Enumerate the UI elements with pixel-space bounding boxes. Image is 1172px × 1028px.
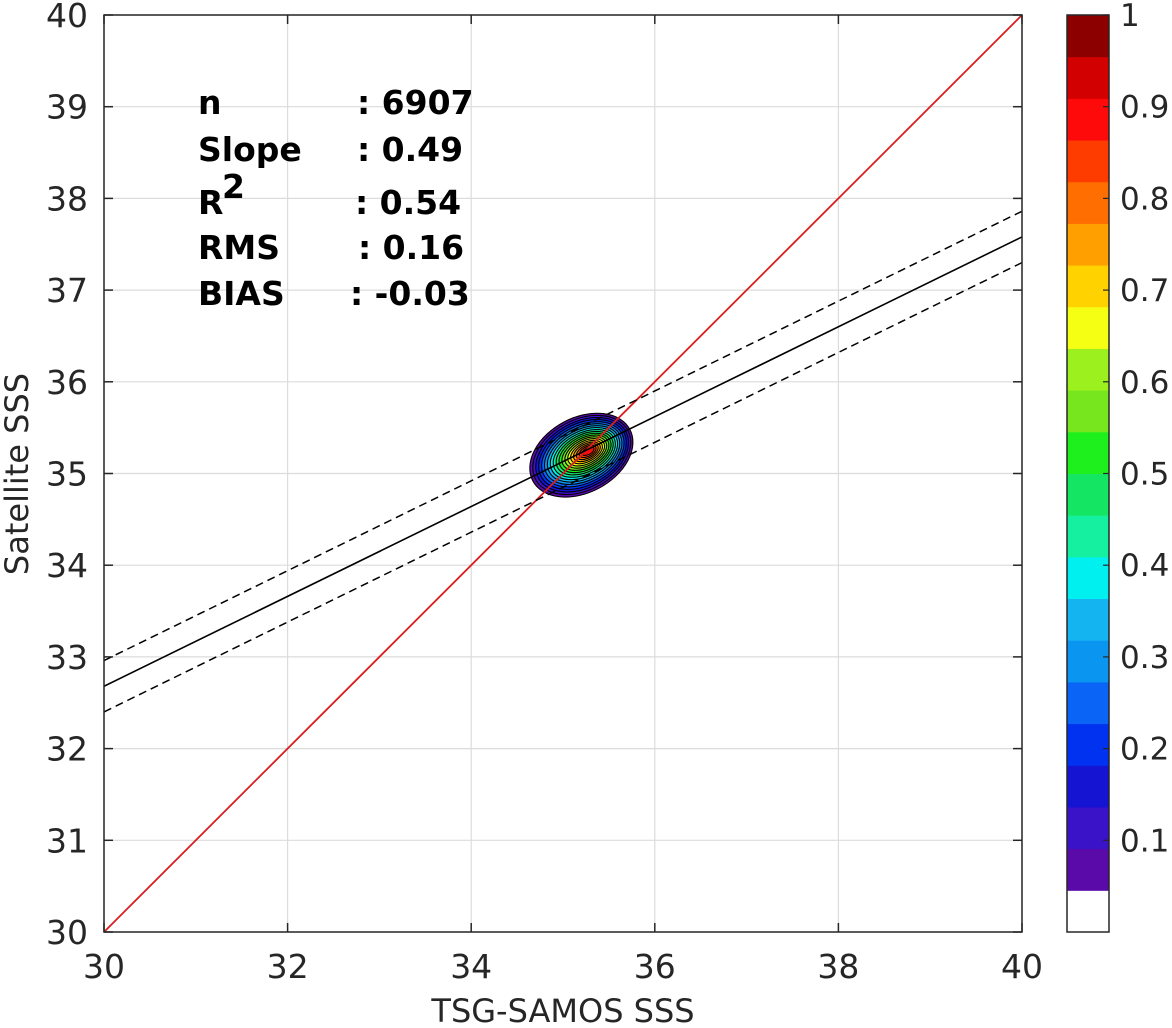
colorbar-segment (1067, 765, 1109, 808)
y-tick-label: 36 (46, 363, 88, 402)
colorbar-segment (1067, 431, 1109, 474)
stat-value: : -0.03 (350, 274, 470, 313)
stat-label: Slope (198, 130, 302, 169)
y-tick-label: 32 (46, 730, 88, 769)
stat-label: R (198, 183, 223, 222)
colorbar-segment (1067, 473, 1109, 516)
y-axis-label: Satellite SSS (0, 373, 36, 575)
stat-value: : 6907 (357, 83, 474, 122)
x-tick-label: 30 (83, 947, 125, 986)
stat-value: : 0.49 (357, 130, 463, 169)
colorbar-tick-label: 0.4 (1120, 548, 1169, 584)
colorbar-segment (1067, 515, 1109, 558)
one-to-one-line (104, 15, 1022, 932)
colorbar-tick-label: 0.6 (1120, 365, 1169, 401)
colorbar-segment (1067, 140, 1109, 183)
colorbar-segment (1067, 98, 1109, 141)
y-tick-label: 40 (46, 0, 88, 35)
colorbar: 0.1 0.2 0.3 0.4 0.5 0.6 0.7 0.8 0.9 1 (1066, 0, 1169, 933)
colorbar-tick-label: 0.9 (1120, 90, 1169, 126)
y-tick-label: 37 (46, 271, 88, 310)
stat-label: RMS (198, 228, 280, 267)
colorbar-tick-label: 0.1 (1120, 823, 1169, 859)
colorbar-segment (1067, 306, 1109, 349)
colorbar-tick-label: 1 (1120, 0, 1140, 34)
y-tick-label: 33 (46, 638, 88, 677)
y-tick-label: 34 (46, 546, 88, 585)
colorbar-tick-label: 0.2 (1120, 732, 1169, 768)
colorbar-tick-label: 0.5 (1120, 457, 1169, 493)
x-axis-label: TSG-SAMOS SSS (430, 992, 694, 1028)
stat-label: BIAS (198, 274, 285, 313)
stat-label-superscript: 2 (222, 167, 245, 206)
stat-value: : 0.54 (355, 183, 461, 222)
colorbar-tick-label: 0.3 (1120, 640, 1169, 676)
colorbar-tick-label: 0.8 (1120, 181, 1169, 217)
colorbar-segment (1067, 223, 1109, 266)
regression-bound-line (104, 261, 1022, 713)
stat-value: : 0.16 (358, 228, 464, 267)
x-tick-label: 36 (634, 947, 676, 986)
colorbar-segment (1067, 15, 1109, 58)
x-tick-label: 34 (450, 947, 492, 986)
x-tick-label: 38 (817, 947, 859, 986)
axis-ticks: 30 32 34 36 38 40 30 31 32 33 34 35 36 37 38 39 40 (46, 0, 1043, 986)
x-tick-label: 32 (267, 947, 309, 986)
stat-label: n (198, 83, 222, 122)
colorbar-segment (1067, 640, 1109, 683)
regression-fit-line (104, 236, 1022, 687)
stats-annotation: n : 6907 Slope : 0.49 R2 : 0.54 RMS : 0.16 BIAS:… (198, 83, 474, 313)
y-tick-label: 38 (46, 179, 88, 218)
colorbar-segment (1067, 598, 1109, 641)
colorbar-segment (1067, 890, 1109, 933)
colorbar-segment (1067, 848, 1109, 891)
colorbar-tick-label: 0.7 (1120, 273, 1169, 309)
colorbar-segment (1067, 390, 1109, 433)
y-tick-label: 35 (46, 455, 88, 494)
colorbar-segment (1067, 556, 1109, 600)
colorbar-segment (1067, 265, 1109, 308)
y-tick-label: 31 (46, 821, 88, 860)
colorbar-segment (1067, 681, 1109, 725)
colorbar-segment (1067, 181, 1109, 224)
y-tick-label: 30 (46, 913, 88, 952)
colorbar-segment (1067, 348, 1109, 391)
x-tick-label: 40 (1001, 947, 1043, 986)
colorbar-segment (1067, 723, 1109, 766)
colorbar-segment (1067, 56, 1109, 99)
regression-bound-line (104, 210, 1022, 662)
y-tick-label: 39 (46, 88, 88, 127)
colorbar-segment (1067, 806, 1109, 850)
regression-lines (104, 15, 1022, 932)
